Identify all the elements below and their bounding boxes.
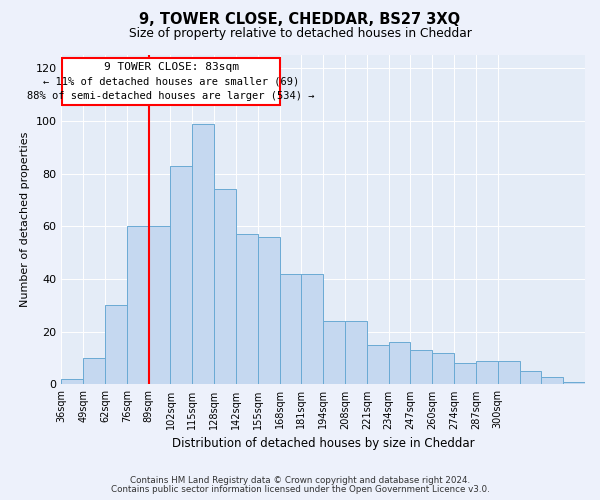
Bar xyxy=(476,360,498,384)
Bar xyxy=(192,124,214,384)
Text: Contains HM Land Registry data © Crown copyright and database right 2024.: Contains HM Land Registry data © Crown c… xyxy=(130,476,470,485)
Text: Contains public sector information licensed under the Open Government Licence v3: Contains public sector information licen… xyxy=(110,485,490,494)
Bar xyxy=(367,345,389,385)
Bar xyxy=(432,353,454,384)
X-axis label: Distribution of detached houses by size in Cheddar: Distribution of detached houses by size … xyxy=(172,437,475,450)
Bar xyxy=(83,358,105,384)
Bar xyxy=(214,190,236,384)
Bar xyxy=(301,274,323,384)
Bar xyxy=(105,306,127,384)
Bar xyxy=(498,360,520,384)
Bar xyxy=(454,364,476,384)
Bar xyxy=(345,321,367,384)
Bar xyxy=(280,274,301,384)
Text: 9 TOWER CLOSE: 83sqm: 9 TOWER CLOSE: 83sqm xyxy=(104,62,239,72)
Bar xyxy=(61,379,83,384)
FancyBboxPatch shape xyxy=(62,58,280,105)
Bar xyxy=(236,234,258,384)
Text: 9, TOWER CLOSE, CHEDDAR, BS27 3XQ: 9, TOWER CLOSE, CHEDDAR, BS27 3XQ xyxy=(139,12,461,28)
Bar xyxy=(258,237,280,384)
Bar xyxy=(323,321,345,384)
Bar xyxy=(410,350,432,384)
Y-axis label: Number of detached properties: Number of detached properties xyxy=(20,132,30,308)
Bar xyxy=(389,342,410,384)
Bar xyxy=(541,376,563,384)
Bar xyxy=(170,166,192,384)
Text: Size of property relative to detached houses in Cheddar: Size of property relative to detached ho… xyxy=(128,28,472,40)
Bar xyxy=(149,226,170,384)
Bar xyxy=(563,382,585,384)
Text: 88% of semi-detached houses are larger (534) →: 88% of semi-detached houses are larger (… xyxy=(27,91,315,101)
Bar xyxy=(520,372,541,384)
Text: ← 11% of detached houses are smaller (69): ← 11% of detached houses are smaller (69… xyxy=(43,76,299,86)
Bar xyxy=(127,226,149,384)
